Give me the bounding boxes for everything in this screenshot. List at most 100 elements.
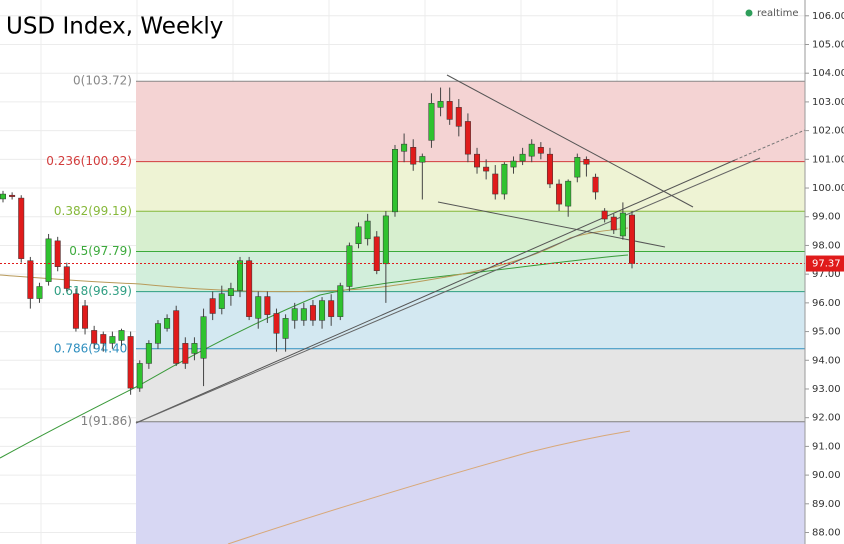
candle-body xyxy=(382,215,389,265)
fib-label: 0(103.72) xyxy=(73,74,132,88)
candle-body xyxy=(419,156,426,163)
y-tick-label: 102.00 xyxy=(812,126,844,137)
trend-line xyxy=(437,201,666,248)
candle-body xyxy=(291,308,298,321)
candle-body xyxy=(264,296,271,315)
y-tick-label: 89.00 xyxy=(812,499,841,510)
last-price-tag xyxy=(806,255,844,272)
y-tick-label: 96.00 xyxy=(812,298,841,309)
candle-body xyxy=(72,293,79,329)
candle-body xyxy=(410,147,417,165)
y-tick-label: 94.00 xyxy=(812,355,841,366)
candle-body xyxy=(437,101,444,108)
candle-body xyxy=(546,153,553,185)
candle-body xyxy=(91,330,98,344)
candle-body xyxy=(328,300,335,317)
y-tick-label: 101.00 xyxy=(812,154,844,165)
y-tick-label: 97.00 xyxy=(812,269,841,280)
candle-body xyxy=(136,363,143,389)
candle-body xyxy=(428,103,435,141)
candle-body xyxy=(619,212,626,237)
candle-body xyxy=(0,193,6,200)
y-tick-label: 100.00 xyxy=(812,183,844,194)
moving-average xyxy=(227,430,631,544)
candle-body xyxy=(446,101,453,120)
candle-body xyxy=(246,260,253,317)
candle-body xyxy=(145,343,152,364)
fib-label: 1(91.86) xyxy=(81,414,132,428)
candle-body xyxy=(127,336,134,389)
y-tick-label: 104.00 xyxy=(812,68,844,79)
candle-body xyxy=(36,286,43,299)
candle-body xyxy=(109,336,116,344)
candle-body xyxy=(483,166,490,172)
status-dot xyxy=(745,9,753,17)
trend-line xyxy=(446,74,694,208)
moving-average xyxy=(0,254,629,459)
candle-body xyxy=(191,343,198,354)
candle-body xyxy=(45,238,52,282)
last-price-label: 97.37 xyxy=(812,259,841,270)
fib-band xyxy=(136,348,805,422)
y-tick-label: 93.00 xyxy=(812,384,841,395)
fib-band xyxy=(136,291,805,349)
candle-body xyxy=(337,285,344,317)
y-tick-label: 88.00 xyxy=(812,528,841,539)
trend-line xyxy=(135,159,736,424)
chart-title: USD Index, Weekly xyxy=(6,14,223,40)
y-tick-label: 99.00 xyxy=(812,212,841,223)
candle-body xyxy=(556,183,563,205)
candle-body xyxy=(282,318,289,339)
candle-body xyxy=(54,240,61,267)
y-tick-label: 90.00 xyxy=(812,470,841,481)
price-axis: 88.00 89.00 90.00 91.00 92.00 93.00 94.00 95.00… xyxy=(804,0,844,544)
candle-body xyxy=(355,226,362,244)
candle-body xyxy=(27,260,34,299)
candle-body xyxy=(364,220,371,240)
trend-line xyxy=(135,157,761,424)
candle-body xyxy=(537,147,544,154)
y-tick-label: 95.00 xyxy=(812,327,841,338)
candle-body xyxy=(218,293,225,309)
candle-body xyxy=(237,260,243,291)
candle-body xyxy=(227,288,234,296)
fib-label: 0.5(97.79) xyxy=(69,244,132,258)
candle-body xyxy=(373,236,380,271)
fib-band xyxy=(136,251,805,292)
y-tick-label: 103.00 xyxy=(812,97,844,108)
candle-body xyxy=(492,173,499,195)
candle-body xyxy=(18,197,25,259)
candle-body xyxy=(200,316,207,359)
status-label: realtime xyxy=(757,8,799,19)
candle-body xyxy=(510,160,517,168)
candle-body xyxy=(82,305,89,329)
fib-band xyxy=(136,211,805,252)
candle-body xyxy=(519,153,526,162)
candle-body xyxy=(273,313,280,334)
fib-band xyxy=(136,421,805,544)
candles xyxy=(0,87,805,395)
candle-body xyxy=(63,266,70,289)
axis-background xyxy=(805,0,844,544)
candle-body xyxy=(309,305,316,321)
indicators xyxy=(0,74,806,544)
fib-band xyxy=(136,161,805,212)
fib-label: 0.236(100.92) xyxy=(46,154,132,168)
candle-body xyxy=(565,180,572,207)
trend-line xyxy=(734,129,806,161)
candle-body xyxy=(164,318,171,329)
candle-body xyxy=(610,216,617,231)
y-tick-label: 106.00 xyxy=(812,11,844,22)
y-tick-label: 91.00 xyxy=(812,441,841,452)
candle-body xyxy=(255,296,262,319)
candle-body xyxy=(100,334,107,344)
candle-body xyxy=(501,163,508,195)
fib-label: 0.382(99.19) xyxy=(54,204,132,218)
candle-body xyxy=(9,194,16,197)
candle-body xyxy=(592,176,599,193)
y-tick-label: 98.00 xyxy=(812,240,841,251)
candle-body xyxy=(300,308,307,321)
candle-body xyxy=(629,214,635,264)
candle-body xyxy=(401,143,408,152)
